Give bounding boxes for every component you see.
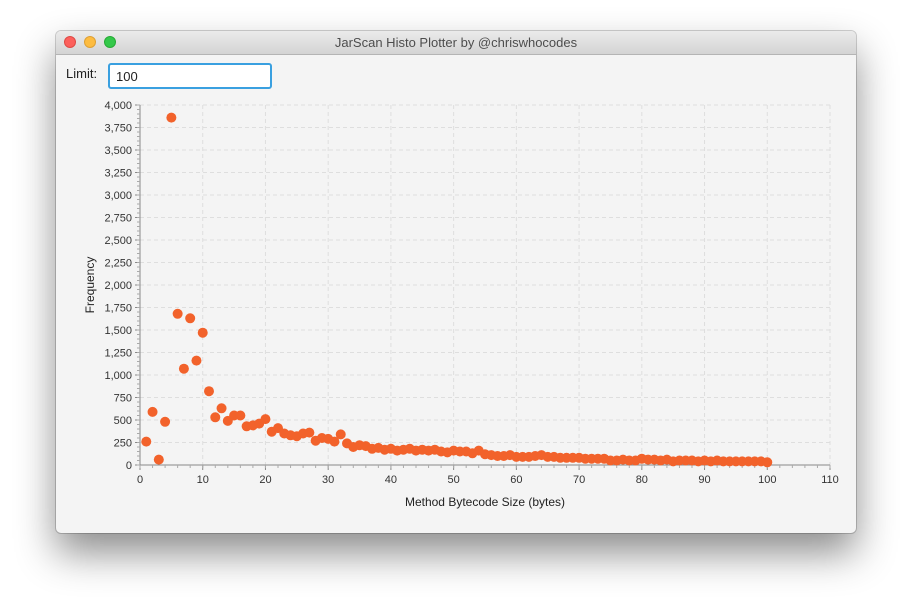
y-tick-label: 3,750	[104, 123, 132, 135]
data-point	[204, 386, 214, 397]
x-tick-label: 100	[758, 474, 776, 486]
x-axis-title: Method Bytecode Size (bytes)	[405, 495, 565, 509]
y-tick-label: 2,750	[104, 213, 132, 225]
x-tick-label: 0	[137, 474, 143, 486]
x-tick-label: 60	[510, 474, 522, 486]
y-tick-label: 1,250	[104, 348, 132, 360]
x-tick-label: 90	[698, 474, 710, 486]
y-tick-label: 3,000	[104, 190, 132, 202]
data-point	[216, 403, 227, 414]
x-tick-label: 50	[448, 474, 460, 486]
y-tick-label: 3,500	[104, 145, 132, 157]
y-tick-label: 2,000	[104, 280, 132, 292]
data-point	[141, 436, 152, 447]
x-tick-label: 40	[385, 474, 397, 486]
x-tick-label: 30	[322, 474, 334, 486]
y-tick-label: 4,000	[104, 100, 132, 112]
y-tick-label: 2,250	[104, 258, 132, 270]
y-axis-ticks: 0 250 500 750 1,000 1,250 1,500 1,750 2,000 2,250…	[104, 100, 140, 472]
data-point	[304, 427, 315, 438]
limit-input[interactable]	[108, 63, 272, 89]
data-point	[235, 410, 246, 421]
y-tick-label: 3,250	[104, 168, 132, 180]
app-window: JarScan Histo Plotter by @chriswhocodes …	[56, 31, 856, 533]
close-window-button[interactable]	[64, 36, 76, 48]
y-tick-label: 1,750	[104, 303, 132, 315]
minimize-window-button[interactable]	[84, 36, 96, 48]
data-point	[160, 416, 171, 427]
y-tick-label: 250	[114, 438, 132, 450]
y-tick-label: 2,500	[104, 235, 132, 247]
chart-grid	[140, 104, 831, 465]
title-bar: JarScan Histo Plotter by @chriswhocodes	[56, 31, 856, 55]
maximize-window-button[interactable]	[104, 36, 116, 48]
data-point	[210, 412, 221, 423]
limit-label: Limit:	[66, 66, 98, 81]
data-point	[147, 406, 158, 417]
data-point	[260, 414, 271, 425]
x-tick-label: 20	[259, 474, 271, 486]
x-tick-label: 70	[573, 474, 585, 486]
y-tick-label: 0	[126, 460, 132, 472]
x-tick-label: 10	[197, 474, 209, 486]
data-point	[191, 355, 202, 366]
y-tick-label: 750	[114, 393, 132, 405]
data-point	[185, 313, 196, 324]
x-tick-label: 80	[636, 474, 648, 486]
data-point	[166, 112, 177, 123]
data-point	[335, 429, 346, 440]
y-tick-label: 1,000	[104, 370, 132, 382]
data-point	[178, 363, 189, 374]
x-axis-ticks: 0 10 20 30 40 50 60 70 80 90 100 110	[137, 465, 839, 486]
data-point	[762, 457, 773, 468]
scatter-chart: 0 10 20 30 40 50 60 70 80 90 100 110 0 250 500 750 1,00…	[83, 100, 839, 509]
data-point	[197, 327, 208, 338]
data-point	[329, 436, 340, 447]
y-tick-label: 500	[114, 415, 132, 427]
data-point	[172, 308, 183, 319]
x-tick-label: 110	[821, 474, 839, 486]
data-point	[153, 454, 164, 465]
data-points	[141, 112, 773, 468]
y-axis-title: Frequency	[83, 257, 97, 314]
y-tick-label: 1,500	[104, 325, 132, 337]
window-title: JarScan Histo Plotter by @chriswhocodes	[334, 35, 578, 50]
